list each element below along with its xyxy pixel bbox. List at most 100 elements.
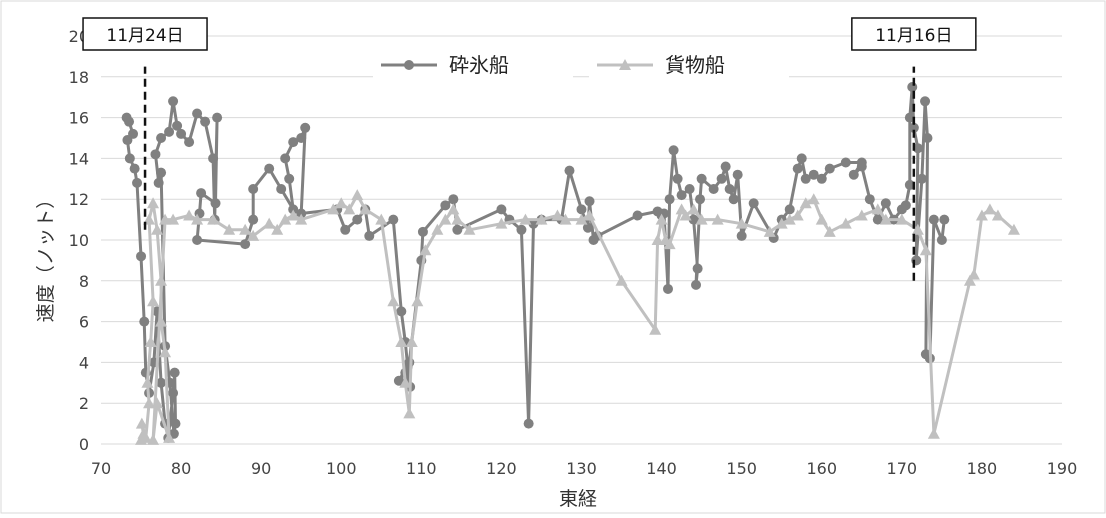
series-point [419, 244, 432, 256]
series-point [662, 283, 673, 294]
series-point [576, 204, 587, 215]
series-point [151, 397, 164, 409]
series-point [163, 431, 176, 443]
series-point [448, 194, 459, 205]
series-point [172, 120, 183, 131]
series-point [139, 316, 150, 327]
series-point [139, 431, 152, 443]
series-point [967, 268, 980, 280]
series-point [122, 135, 133, 146]
series-point [840, 157, 851, 168]
series-point [147, 197, 160, 209]
x-tick-label: 120 [486, 459, 517, 478]
series-point [649, 323, 662, 335]
series-point [815, 213, 828, 225]
series-point [696, 173, 707, 184]
series-point [452, 224, 463, 235]
series-point [936, 235, 947, 245]
series-point [651, 234, 664, 245]
series-point [396, 306, 407, 317]
series-layer [121, 82, 1020, 445]
series-point [668, 145, 679, 156]
y-tick-label: 4 [79, 353, 89, 372]
series-point [724, 184, 735, 194]
series-point [403, 407, 416, 419]
series-point [519, 213, 532, 225]
series-point [208, 153, 219, 164]
series-point [147, 433, 160, 445]
series-point [839, 217, 852, 229]
series-point [582, 222, 593, 233]
legend: 砕氷船 貨物船 [373, 45, 789, 85]
series-point [170, 418, 181, 429]
series-point [327, 203, 340, 215]
series-point [168, 96, 179, 107]
series-point [691, 279, 702, 290]
series-point [763, 225, 776, 237]
series-point [983, 203, 996, 215]
gridlines [101, 35, 1062, 445]
series-point [184, 137, 195, 148]
x-tick-label: 150 [726, 459, 757, 478]
series-point [150, 149, 161, 160]
series-point [716, 173, 727, 184]
series-point [799, 197, 812, 209]
series-point [141, 376, 154, 388]
series-point [708, 184, 719, 194]
y-tick-label: 18 [69, 68, 89, 87]
series-point [663, 238, 676, 250]
series-point [295, 213, 308, 225]
series-point [711, 213, 724, 225]
series-point [823, 225, 836, 237]
series-point [824, 163, 835, 174]
series-point [551, 209, 564, 221]
x-tick-label: 160 [806, 459, 837, 478]
x-tick-label: 80 [171, 459, 191, 478]
series-point [879, 213, 892, 225]
x-tick-label: 180 [967, 459, 998, 478]
series-point [927, 427, 940, 439]
x-tick-label: 190 [1047, 459, 1078, 478]
series-point [192, 235, 203, 245]
series-point [155, 315, 168, 327]
y-tick-label: 8 [79, 272, 89, 291]
series-point [359, 203, 372, 215]
series-point [688, 214, 699, 225]
annotation-label: 11月16日 [875, 26, 952, 46]
series-point [907, 82, 918, 92]
series-point [732, 169, 743, 180]
series-point [431, 223, 444, 235]
series-point [963, 274, 976, 286]
series-point [136, 251, 147, 262]
series-point [335, 197, 348, 209]
series-point [919, 244, 932, 256]
series-point [783, 213, 796, 225]
series-point [535, 213, 548, 225]
series-point [200, 116, 211, 127]
series-point [440, 200, 451, 211]
series-point [922, 133, 933, 143]
series-point [164, 126, 175, 137]
series-point [192, 108, 203, 119]
x-tick-label: 140 [646, 459, 677, 478]
series-point [399, 376, 412, 388]
series-point [223, 223, 236, 235]
series-point [159, 346, 172, 358]
series-point [129, 163, 140, 174]
series-point [991, 209, 1004, 221]
series-point [872, 214, 883, 225]
series-point [1007, 223, 1020, 235]
series-point [784, 204, 795, 215]
series-point [155, 274, 168, 286]
series-point [615, 274, 628, 286]
series-point [911, 223, 924, 235]
series-point [351, 189, 364, 201]
series-point [496, 204, 507, 215]
series-point [124, 116, 135, 127]
series-point [928, 214, 939, 225]
series-point [880, 198, 891, 209]
series-point [463, 223, 476, 235]
